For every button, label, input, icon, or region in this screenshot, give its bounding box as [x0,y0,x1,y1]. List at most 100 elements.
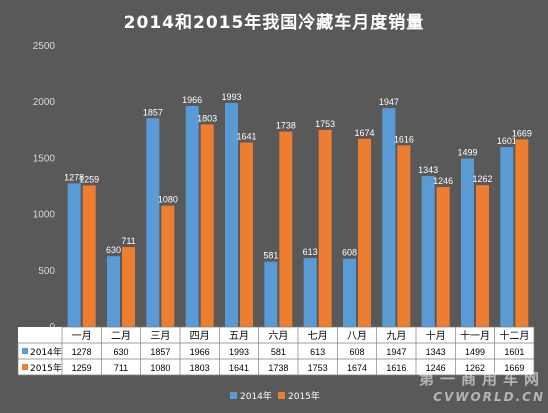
legend-label: 2015年 [288,390,320,402]
bar-2015 [318,129,332,327]
table-cell: 630 [113,347,128,357]
bar-2014 [303,258,317,327]
table-cell: 1947 [386,347,406,357]
bar-2014 [461,158,474,327]
y-tick-label: 2500 [33,41,56,52]
y-tick-label: 2000 [33,97,56,108]
bar-2014 [500,147,514,327]
category-label: 七月 [308,330,328,342]
data-label: 1343 [418,165,438,175]
table-series-swatch [22,364,28,370]
bar-2015 [279,131,293,327]
data-label: 608 [342,248,357,258]
table-cell: 1616 [386,363,406,373]
category-label: 八月 [347,330,367,342]
data-label: 1857 [143,107,163,117]
data-label: 1947 [379,97,399,107]
data-label: 1262 [472,174,492,184]
table-series-name: 2015年 [30,362,62,374]
table-cell: 1857 [150,347,170,357]
table-cell: 1499 [465,347,485,357]
table-cell: 1343 [426,347,446,357]
data-label: 1669 [512,128,532,138]
data-label: 1993 [221,92,241,102]
bar-2015 [436,186,450,327]
data-label: 1601 [497,136,517,146]
bar-2015 [358,138,371,327]
bar-2014 [107,256,120,327]
table-cell: 1080 [150,363,170,373]
table-cell: 581 [271,347,286,357]
legend-label: 2014年 [240,390,272,402]
chart-title: 2014和2015年我国冷藏车月度销量 [123,13,425,33]
table-cell: 1262 [465,363,485,373]
bar-2015 [240,142,253,327]
bar-2015 [200,124,214,327]
data-label: 630 [106,245,121,255]
data-label: 1966 [182,95,202,105]
data-label: 1803 [197,113,217,123]
bar-2014 [225,102,238,327]
table-cell: 1993 [229,347,249,357]
category-label: 四月 [190,330,210,342]
data-label: 1246 [433,176,453,186]
bar-2015 [82,185,96,327]
table-cell: 1753 [308,363,328,373]
category-label: 六月 [268,330,288,342]
table-cell: 1669 [504,363,524,373]
bar-2014 [421,176,435,327]
data-label: 1753 [315,119,335,129]
table-cell: 1966 [190,347,210,357]
data-label: 1278 [64,172,84,182]
data-label: 1738 [276,121,296,131]
data-label: 711 [121,236,135,246]
table-cell: 1641 [229,363,249,373]
bar-2014 [67,183,81,327]
table-cell: 1278 [72,347,92,357]
category-label: 三月 [150,330,170,342]
legend-swatch [230,392,237,399]
table-cell: 711 [114,363,128,373]
bar-2015 [122,247,135,327]
data-label: 1616 [394,134,414,144]
category-label: 一月 [72,330,92,342]
table-series-swatch [22,348,28,354]
category-label: 五月 [229,330,249,342]
table-cell: 613 [310,347,325,357]
category-label: 十二月 [499,329,529,342]
data-label: 1674 [354,128,374,138]
legend-swatch [278,392,285,399]
table-series-name: 2014年 [30,346,62,358]
bar-2014 [264,261,278,327]
category-label: 十一月 [460,329,490,342]
table-cell: 1246 [426,363,446,373]
bar-2014 [382,108,396,328]
table-cell: 1674 [347,363,367,373]
table-cell: 608 [349,347,364,357]
bar-2015 [397,145,411,327]
table-cell: 1803 [190,363,210,373]
bar-2015 [515,139,529,327]
category-label: 二月 [111,330,131,342]
y-tick-label: 1000 [33,210,56,221]
bar-2014 [146,118,160,328]
bar-2015 [476,185,489,327]
category-label: 十月 [426,329,446,342]
table-cell: 1601 [504,347,524,357]
data-label: 581 [263,251,278,261]
table-cell: 1259 [72,363,92,373]
data-label: 1080 [158,195,178,205]
y-tick-label: 1500 [33,153,56,164]
data-label: 1641 [236,132,256,142]
bar-2015 [161,205,175,327]
category-label: 九月 [386,330,406,342]
bar-2014 [343,258,356,327]
data-table-background [18,327,534,375]
data-label: 613 [303,247,318,257]
table-cell: 1738 [268,363,288,373]
bar-2014 [185,106,199,327]
y-tick-label: 500 [38,266,55,277]
data-label: 1259 [79,174,99,184]
